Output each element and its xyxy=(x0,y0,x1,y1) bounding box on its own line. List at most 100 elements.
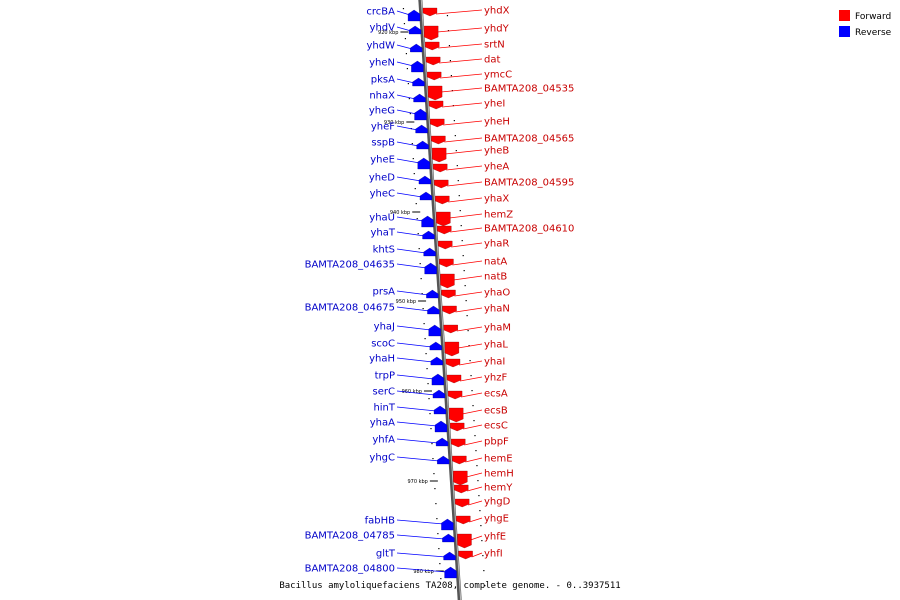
reverse-gene-feature xyxy=(426,289,439,299)
minor-tick xyxy=(433,473,435,475)
reverse-gene-feature xyxy=(441,518,454,531)
tick-label: 940 kbp xyxy=(390,210,410,216)
forward-gene-label: BAMTA208_04610 xyxy=(484,224,574,235)
tick-label: 960 kbp xyxy=(402,389,422,395)
reverse-gene-feature xyxy=(415,124,428,134)
reverse-gene-label: yhaT xyxy=(371,228,396,239)
forward-gene-connector xyxy=(455,307,483,313)
minor-tick xyxy=(482,555,484,557)
reverse-gene-label: BAMTA208_04635 xyxy=(305,260,395,271)
reverse-gene-connector xyxy=(396,231,425,237)
reverse-gene-label: crcBA xyxy=(366,7,395,18)
reverse-gene-connector xyxy=(396,44,413,50)
forward-gene-label: ecsA xyxy=(484,389,508,400)
minor-tick xyxy=(468,345,470,347)
reverse-gene-connector xyxy=(396,176,422,182)
reverse-gene-connector xyxy=(396,406,437,412)
minor-tick xyxy=(440,578,442,580)
forward-gene-label: yhaM xyxy=(484,323,511,334)
reverse-gene-label: yheN xyxy=(369,58,395,69)
forward-gene-feature xyxy=(430,118,445,128)
forward-gene-feature xyxy=(452,455,467,465)
reverse-strand-features: crcBA yhdV yhdW yheN pksA nhaX yheG yheF sspB yhe… xyxy=(305,7,457,579)
reverse-gene-connector xyxy=(396,263,427,269)
reverse-gene-feature xyxy=(416,140,429,150)
reverse-gene-connector xyxy=(396,290,429,296)
reverse-gene-connector xyxy=(396,158,420,164)
forward-gene-connector xyxy=(446,165,483,171)
forward-gene-connector xyxy=(454,291,483,297)
minor-tick xyxy=(483,570,485,572)
minor-tick xyxy=(426,368,428,370)
forward-gene-label: natA xyxy=(484,257,507,268)
minor-tick xyxy=(456,165,458,167)
minor-tick xyxy=(413,173,415,175)
minor-tick xyxy=(412,158,414,160)
reverse-gene-feature xyxy=(430,356,443,366)
forward-gene-feature xyxy=(447,390,463,400)
forward-gene-feature xyxy=(427,85,443,101)
reverse-gene-feature xyxy=(443,551,456,561)
minor-tick xyxy=(470,375,472,377)
forward-gene-feature xyxy=(442,305,457,315)
minor-tick xyxy=(421,293,423,295)
reverse-gene-label: yhaJ xyxy=(374,322,395,333)
reverse-gene-feature xyxy=(421,215,434,228)
reverse-gene-connector xyxy=(396,109,417,115)
reverse-gene-connector xyxy=(396,94,416,100)
forward-gene-feature xyxy=(424,25,439,41)
minor-tick xyxy=(449,60,452,62)
forward-gene-feature xyxy=(446,374,462,384)
minor-tick xyxy=(438,548,440,550)
reverse-gene-connector xyxy=(396,325,431,331)
reverse-gene-connector xyxy=(396,342,432,348)
forward-gene-connector xyxy=(448,197,483,203)
forward-gene-connector xyxy=(443,120,483,126)
reverse-gene-feature xyxy=(427,305,440,315)
reverse-gene-feature xyxy=(412,77,425,87)
minor-tick xyxy=(469,360,471,362)
reverse-gene-label: pksA xyxy=(371,75,395,86)
forward-gene-connector xyxy=(445,149,483,155)
forward-gene-feature xyxy=(427,71,442,81)
minor-tick xyxy=(404,38,407,40)
forward-gene-connector xyxy=(469,517,483,523)
forward-gene-feature xyxy=(454,484,469,494)
minor-tick xyxy=(481,540,483,542)
reverse-gene-label: yhaH xyxy=(369,354,395,365)
reverse-gene-label: fabHB xyxy=(365,516,396,527)
reverse-gene-connector xyxy=(396,519,444,525)
forward-gene-feature xyxy=(422,7,438,17)
reverse-gene-label: yhaU xyxy=(369,213,395,224)
minor-tick xyxy=(422,308,424,310)
legend-reverse-label: Reverse xyxy=(855,28,892,38)
reverse-gene-connector xyxy=(396,216,424,222)
reverse-gene-feature xyxy=(435,437,449,447)
minor-tick xyxy=(476,465,478,467)
reverse-gene-label: BAMTA208_04675 xyxy=(305,303,395,314)
reverse-gene-feature xyxy=(411,60,424,73)
minor-tick xyxy=(437,533,439,535)
forward-gene-connector xyxy=(463,424,483,430)
reverse-gene-feature xyxy=(433,405,447,415)
reverse-gene-feature xyxy=(431,373,445,386)
forward-gene-connector xyxy=(439,58,483,64)
forward-gene-connector xyxy=(447,181,483,187)
forward-gene-connector xyxy=(450,227,483,233)
reverse-gene-label: hinT xyxy=(373,403,395,414)
reverse-gene-connector xyxy=(396,357,433,363)
minor-tick xyxy=(459,210,461,212)
genome-backbone xyxy=(418,0,462,600)
forward-gene-feature xyxy=(451,438,466,448)
minor-tick xyxy=(461,240,463,242)
minor-tick xyxy=(471,390,473,392)
minor-tick xyxy=(408,98,410,100)
reverse-gene-label: yhdW xyxy=(367,41,396,52)
forward-gene-feature xyxy=(437,225,452,235)
forward-gene-label: yhaX xyxy=(484,194,509,205)
genome-caption: Bacillus amyloliquefaciens TA208, comple… xyxy=(279,581,620,591)
forward-gene-label: yheI xyxy=(484,99,505,110)
reverse-gene-label: nhaX xyxy=(369,91,395,102)
minor-tick xyxy=(420,278,422,280)
